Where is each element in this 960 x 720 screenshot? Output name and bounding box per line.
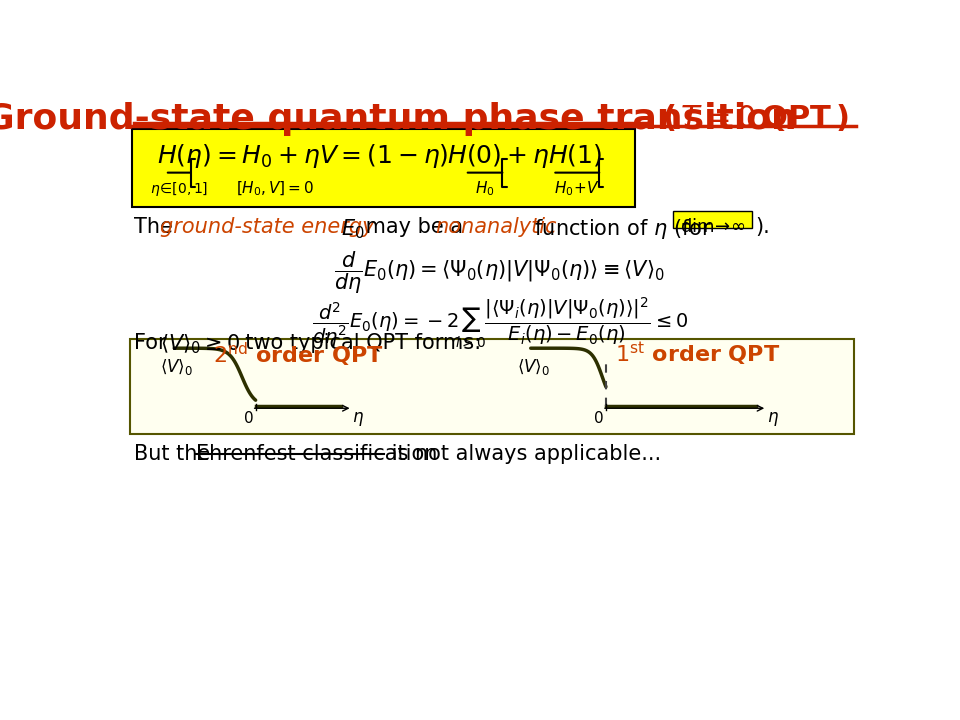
Text: $\dfrac{d}{d\eta}E_0(\eta) = \langle\Psi_0(\eta)|V|\Psi_0(\eta)\rangle \equiv \l: $\dfrac{d}{d\eta}E_0(\eta) = \langle\Psi… — [334, 250, 665, 296]
Text: is not always applicable...: is not always applicable... — [385, 444, 661, 464]
Text: $E_0$: $E_0$ — [341, 217, 365, 241]
Text: may be a: may be a — [359, 217, 469, 238]
Text: $0$: $0$ — [243, 410, 253, 426]
Text: $H(\eta) = H_0 + \eta V = (1-\eta)H(0) + \eta H(1)$: $H(\eta) = H_0 + \eta V = (1-\eta)H(0) +… — [157, 142, 602, 170]
Text: $\eta$: $\eta$ — [352, 410, 365, 428]
Text: ).: ). — [756, 217, 770, 238]
Text: $\langle V\rangle_0 \geq 0$: $\langle V\rangle_0 \geq 0$ — [160, 333, 240, 356]
FancyBboxPatch shape — [673, 211, 753, 228]
Text: function of $\eta$ (for: function of $\eta$ (for — [528, 217, 712, 241]
Text: two typical QPT forms:: two typical QPT forms: — [232, 333, 482, 353]
Text: nonanalytic: nonanalytic — [436, 217, 557, 238]
Text: But the: But the — [134, 444, 217, 464]
Text: $H_0\!+\!V$: $H_0\!+\!V$ — [554, 179, 600, 198]
Text: $\dfrac{d^2}{d\eta^2}E_0(\eta) = -2\!\sum_{i>0}\dfrac{\left|\langle\Psi_i(\eta)|: $\dfrac{d^2}{d\eta^2}E_0(\eta) = -2\!\su… — [312, 296, 688, 351]
Text: The: The — [134, 217, 180, 238]
Text: For: For — [134, 333, 173, 353]
Text: $\mathrm{dim}\!\rightarrow\!\infty$: $\mathrm{dim}\!\rightarrow\!\infty$ — [681, 218, 746, 236]
Text: $\eta\!\in\![0,1]$: $\eta\!\in\![0,1]$ — [150, 179, 208, 197]
Text: $\langle V\rangle_0$: $\langle V\rangle_0$ — [160, 357, 193, 377]
Text: $1^{\rm st}$ order QPT: $1^{\rm st}$ order QPT — [614, 341, 780, 369]
FancyBboxPatch shape — [132, 129, 636, 207]
Text: Ehrenfest classification: Ehrenfest classification — [196, 444, 438, 464]
Text: $H_0$: $H_0$ — [475, 179, 494, 198]
Text: ground-state energy: ground-state energy — [160, 217, 374, 238]
Text: Ground-state quantum phase transition: Ground-state quantum phase transition — [0, 102, 797, 136]
Text: $2^{\rm nd}$ order QPT: $2^{\rm nd}$ order QPT — [213, 341, 384, 369]
Text: $0$: $0$ — [593, 410, 604, 426]
Text: $[H_0, V] = 0$: $[H_0, V] = 0$ — [236, 179, 314, 198]
FancyBboxPatch shape — [130, 339, 854, 434]
Text: $\mathbf{(\,}$$\mathit{T{=}0}$$\mathbf{\,QPT\,)}$: $\mathbf{(\,}$$\mathit{T{=}0}$$\mathbf{\… — [662, 102, 850, 132]
Text: $\langle V\rangle_0$: $\langle V\rangle_0$ — [516, 357, 550, 377]
Text: $\eta$: $\eta$ — [767, 410, 780, 428]
